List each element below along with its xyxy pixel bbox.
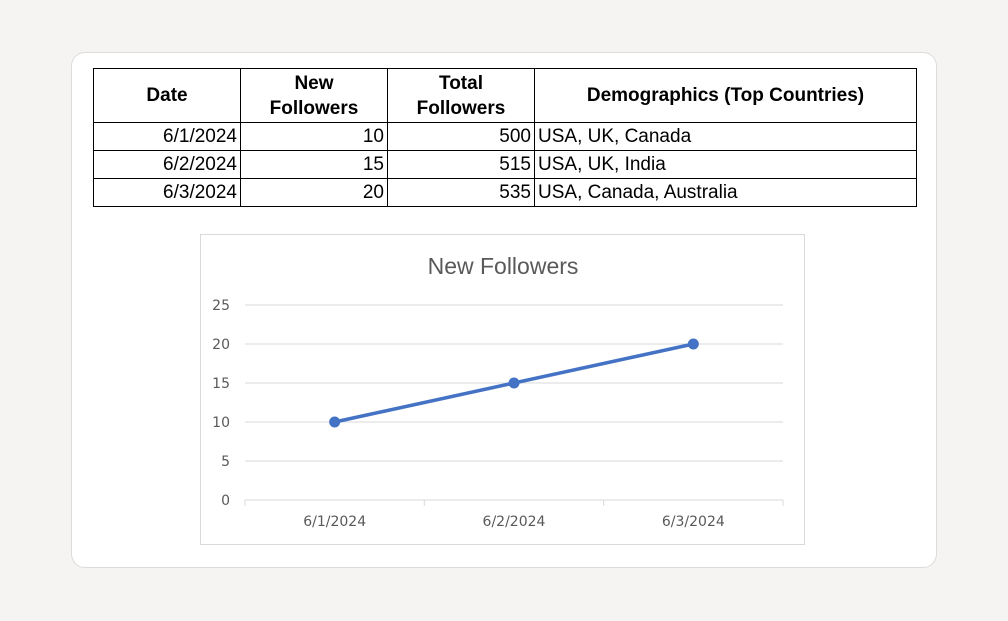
cell-demographics[interactable]: USA, UK, India [534, 150, 917, 179]
chart-axes: 0 5 10 15 20 25 6/1/2024 6/2/2024 6/3/2024 [212, 298, 784, 530]
table-row: 6/1/2024 10 500 USA, UK, Canada [93, 122, 917, 151]
y-tick-label: 20 [212, 337, 230, 353]
x-tick-label: 6/2/2024 [483, 514, 546, 530]
header-demographics-label: Demographics (Top Countries) [586, 85, 865, 106]
cell-total-followers[interactable]: 535 [387, 178, 535, 207]
cell-new-followers[interactable]: 15 [240, 150, 388, 179]
header-new-followers-line1: New [294, 72, 334, 94]
data-point[interactable] [329, 416, 341, 428]
cell-demographics[interactable]: USA, UK, Canada [534, 122, 917, 151]
chart-series [329, 338, 699, 428]
header-date[interactable]: Date [93, 68, 241, 123]
header-new-followers[interactable]: New Followers [240, 68, 388, 123]
header-total-followers[interactable]: Total Followers [387, 68, 535, 123]
cell-new-followers[interactable]: 10 [240, 122, 388, 151]
y-tick-label: 25 [212, 298, 230, 314]
cell-date[interactable]: 6/1/2024 [93, 122, 241, 151]
cell-date[interactable]: 6/3/2024 [93, 178, 241, 207]
y-tick-label: 5 [221, 454, 230, 470]
header-total-followers-line1: Total [439, 72, 483, 94]
y-tick-label: 10 [212, 415, 230, 431]
table-row: 6/3/2024 20 535 USA, Canada, Australia [93, 178, 917, 207]
header-demographics[interactable]: Demographics (Top Countries) [534, 68, 917, 123]
header-row: Date New Followers Total Followers Demogra… [93, 68, 917, 123]
data-table: Date New Followers Total Followers Demogra… [93, 68, 917, 207]
cell-demographics[interactable]: USA, Canada, Australia [534, 178, 917, 207]
chart-canvas: New Followers 0 5 10 15 20 25 6/1/2024 6/2/2024… [212, 253, 784, 530]
chart-title: New Followers [428, 253, 579, 279]
data-point[interactable] [508, 377, 520, 389]
cell-date[interactable]: 6/2/2024 [93, 150, 241, 179]
header-new-followers-line2: Followers [269, 97, 359, 119]
cell-total-followers[interactable]: 500 [387, 122, 535, 151]
y-tick-label: 15 [212, 376, 230, 392]
cell-total-followers[interactable]: 515 [387, 150, 535, 179]
data-point[interactable] [687, 338, 699, 350]
content-card: Date New Followers Total Followers Demogra… [71, 52, 937, 568]
y-tick-label: 0 [221, 493, 230, 509]
header-total-followers-line2: Followers [416, 97, 506, 119]
table-row: 6/2/2024 15 515 USA, UK, India [93, 150, 917, 179]
x-tick-label: 6/3/2024 [662, 514, 725, 530]
header-date-label: Date [146, 85, 188, 106]
line-chart[interactable]: New Followers 0 5 10 15 20 25 6/1/2024 6/2/2024… [200, 234, 805, 545]
cell-new-followers[interactable]: 20 [240, 178, 388, 207]
x-tick-label: 6/1/2024 [303, 514, 366, 530]
